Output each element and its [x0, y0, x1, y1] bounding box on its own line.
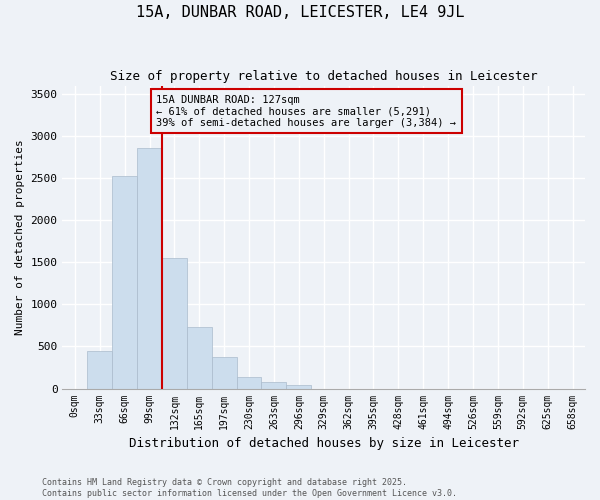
X-axis label: Distribution of detached houses by size in Leicester: Distribution of detached houses by size …: [129, 437, 519, 450]
Bar: [212, 356, 236, 388]
Bar: [112, 176, 137, 388]
Y-axis label: Number of detached properties: Number of detached properties: [15, 139, 25, 335]
Bar: [187, 327, 212, 388]
Text: 15A DUNBAR ROAD: 127sqm
← 61% of detached houses are smaller (5,291)
39% of semi: 15A DUNBAR ROAD: 127sqm ← 61% of detache…: [157, 94, 457, 128]
Text: Contains HM Land Registry data © Crown copyright and database right 2025.
Contai: Contains HM Land Registry data © Crown c…: [42, 478, 457, 498]
Bar: [236, 377, 262, 388]
Bar: [88, 350, 112, 389]
Bar: [262, 382, 286, 388]
Text: 15A, DUNBAR ROAD, LEICESTER, LE4 9JL: 15A, DUNBAR ROAD, LEICESTER, LE4 9JL: [136, 5, 464, 20]
Title: Size of property relative to detached houses in Leicester: Size of property relative to detached ho…: [110, 70, 538, 83]
Bar: [137, 148, 162, 388]
Bar: [162, 258, 187, 388]
Bar: [286, 385, 311, 388]
